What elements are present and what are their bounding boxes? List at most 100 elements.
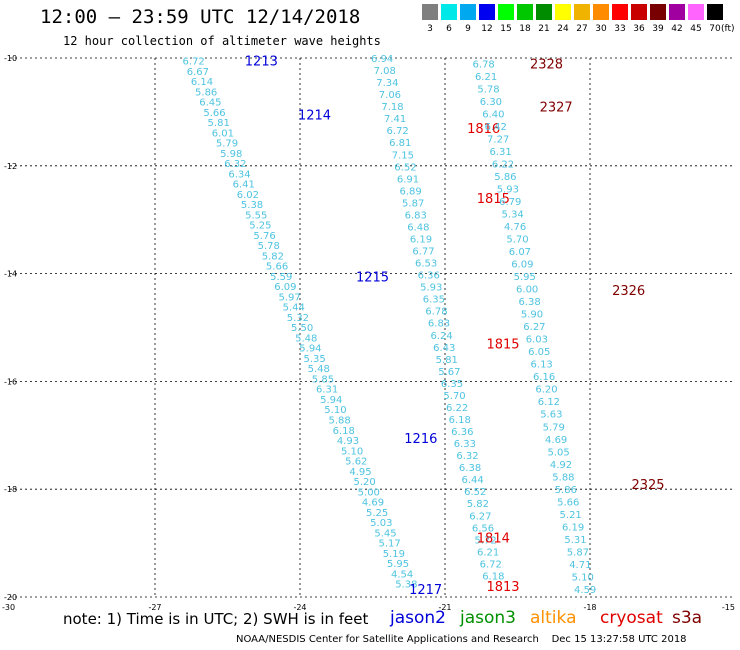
wave-height-value: 6.36 bbox=[418, 271, 440, 282]
wave-height-value: 6.43 bbox=[433, 343, 455, 354]
legend-item-s3a: s3a bbox=[672, 608, 703, 628]
y-tick-label: -12 bbox=[4, 162, 17, 171]
color-scale-label: 33 bbox=[614, 24, 626, 34]
wave-height-value: 6.83 bbox=[428, 319, 450, 330]
y-tick-label: -14 bbox=[4, 270, 17, 279]
wave-height-value: 7.18 bbox=[381, 102, 403, 113]
wave-height-value: 5.88 bbox=[328, 415, 350, 426]
x-tick-label: -30 bbox=[2, 603, 15, 612]
legend-item-cryosat: cryosat bbox=[600, 608, 663, 628]
chart-subtitle: 12 hour collection of altimeter wave hei… bbox=[63, 34, 381, 48]
color-scale-swatch bbox=[688, 4, 704, 20]
wave-height-value: 6.31 bbox=[489, 147, 511, 158]
color-scale-label: 6 bbox=[446, 24, 452, 34]
color-scale-swatch bbox=[650, 4, 666, 20]
wave-height-value: 6.67 bbox=[187, 67, 209, 78]
wave-height-value: 4.71 bbox=[569, 560, 591, 571]
wave-height-value: 6.91 bbox=[397, 174, 419, 185]
wave-height-value: 6.33 bbox=[454, 439, 476, 450]
wave-height-value: 6.09 bbox=[511, 260, 533, 271]
wave-height-value: 7.15 bbox=[392, 150, 414, 161]
wave-height-value: 4.59 bbox=[574, 585, 596, 596]
pass-time-label: 1816 bbox=[467, 122, 500, 137]
wave-height-value: 6.36 bbox=[451, 427, 473, 438]
pass-time-label: 1815 bbox=[486, 338, 519, 353]
color-scale-swatch bbox=[536, 4, 552, 20]
wave-height-value: 5.78 bbox=[477, 84, 499, 95]
wave-height-value: 6.21 bbox=[475, 72, 497, 83]
wave-height-value: 6.00 bbox=[516, 285, 538, 296]
wave-height-value: 6.01 bbox=[212, 128, 234, 139]
wave-height-value: 5.87 bbox=[567, 547, 589, 558]
color-scale-swatch bbox=[460, 4, 476, 20]
wave-height-value: 6.32 bbox=[224, 159, 246, 170]
color-scale-label: 21 bbox=[538, 24, 550, 34]
wave-height-value: 5.10 bbox=[341, 446, 363, 457]
wave-height-value: 5.45 bbox=[374, 528, 396, 539]
pass-time-label: 1214 bbox=[298, 109, 331, 124]
wave-height-value: 5.62 bbox=[345, 457, 367, 468]
x-tick-label: -15 bbox=[722, 603, 735, 612]
wave-height-value: 6.18 bbox=[482, 571, 504, 582]
wave-height-value: 5.82 bbox=[262, 251, 284, 262]
wave-height-value: 7.08 bbox=[374, 66, 396, 77]
wave-height-value: 6.30 bbox=[480, 97, 502, 108]
wave-height-value: 6.21 bbox=[477, 547, 499, 558]
wave-height-value: 5.86 bbox=[195, 87, 217, 98]
wave-height-value: 6.45 bbox=[199, 98, 221, 109]
x-tick-label: -27 bbox=[148, 603, 161, 612]
pass-time-label: 1814 bbox=[477, 532, 510, 547]
wave-height-value: 5.66 bbox=[266, 262, 288, 273]
color-scale-label: 18 bbox=[519, 24, 531, 34]
color-scale-label: 39 bbox=[652, 24, 664, 34]
wave-height-value: 6.94 bbox=[371, 54, 393, 65]
wave-height-value: 6.18 bbox=[333, 426, 355, 437]
wave-height-value: 6.52 bbox=[464, 487, 486, 498]
wave-height-value: 6.72 bbox=[183, 57, 205, 68]
wave-height-value: 5.21 bbox=[560, 510, 582, 521]
wave-height-value: 5.93 bbox=[420, 283, 442, 294]
wave-height-value: 7.34 bbox=[376, 78, 398, 89]
color-scale-label: 15 bbox=[500, 24, 512, 34]
wave-height-value: 5.00 bbox=[358, 487, 380, 498]
color-scale-label: 42 bbox=[671, 24, 683, 34]
wave-height-value: 5.86 bbox=[555, 485, 577, 496]
pass-time-label: 1813 bbox=[486, 580, 519, 595]
color-scale-label: 24 bbox=[557, 24, 569, 34]
color-scale-label: 70 bbox=[709, 24, 721, 34]
wave-height-value: 5.88 bbox=[552, 472, 574, 483]
wave-height-value: 5.66 bbox=[203, 108, 225, 119]
wave-height-value: 7.27 bbox=[487, 134, 509, 145]
pass-time-label: 2328 bbox=[530, 57, 563, 72]
y-tick-label: -20 bbox=[4, 593, 17, 602]
wave-height-value: 5.81 bbox=[436, 355, 458, 366]
wave-height-value: 6.12 bbox=[538, 397, 560, 408]
wave-height-value: 5.20 bbox=[354, 477, 376, 488]
wave-height-value: 5.38 bbox=[395, 580, 417, 591]
wave-height-value: 5.79 bbox=[216, 139, 238, 150]
wave-height-value: 6.48 bbox=[407, 222, 429, 233]
wave-height-value: 5.93 bbox=[497, 185, 519, 196]
wave-height-value: 5.86 bbox=[494, 172, 516, 183]
wave-height-value: 6.27 bbox=[469, 511, 491, 522]
wave-height-value: 5.25 bbox=[366, 508, 388, 519]
wave-height-value: 4.93 bbox=[337, 436, 359, 447]
wave-height-value: 4.95 bbox=[349, 467, 371, 478]
wave-height-value: 6.44 bbox=[462, 475, 484, 486]
color-scale-swatch bbox=[574, 4, 590, 20]
wave-height-value: 5.78 bbox=[258, 241, 280, 252]
wave-height-value: 6.03 bbox=[526, 335, 548, 346]
wave-height-value: 6.05 bbox=[528, 347, 550, 358]
legend-item-jason2: jason2 bbox=[390, 608, 446, 628]
wave-height-value: 5.94 bbox=[299, 344, 321, 355]
wave-height-value: 4.76 bbox=[504, 222, 526, 233]
color-scale-swatch bbox=[498, 4, 514, 20]
wave-height-value: 5.94 bbox=[320, 395, 342, 406]
pass-time-label: 1215 bbox=[356, 270, 389, 285]
legend-item-altika: altika bbox=[530, 608, 577, 628]
wave-height-value: 5.95 bbox=[387, 559, 409, 570]
wave-height-value: 5.17 bbox=[379, 539, 401, 550]
wave-height-value: 6.35 bbox=[441, 379, 463, 390]
wave-height-value: 4.69 bbox=[545, 435, 567, 446]
